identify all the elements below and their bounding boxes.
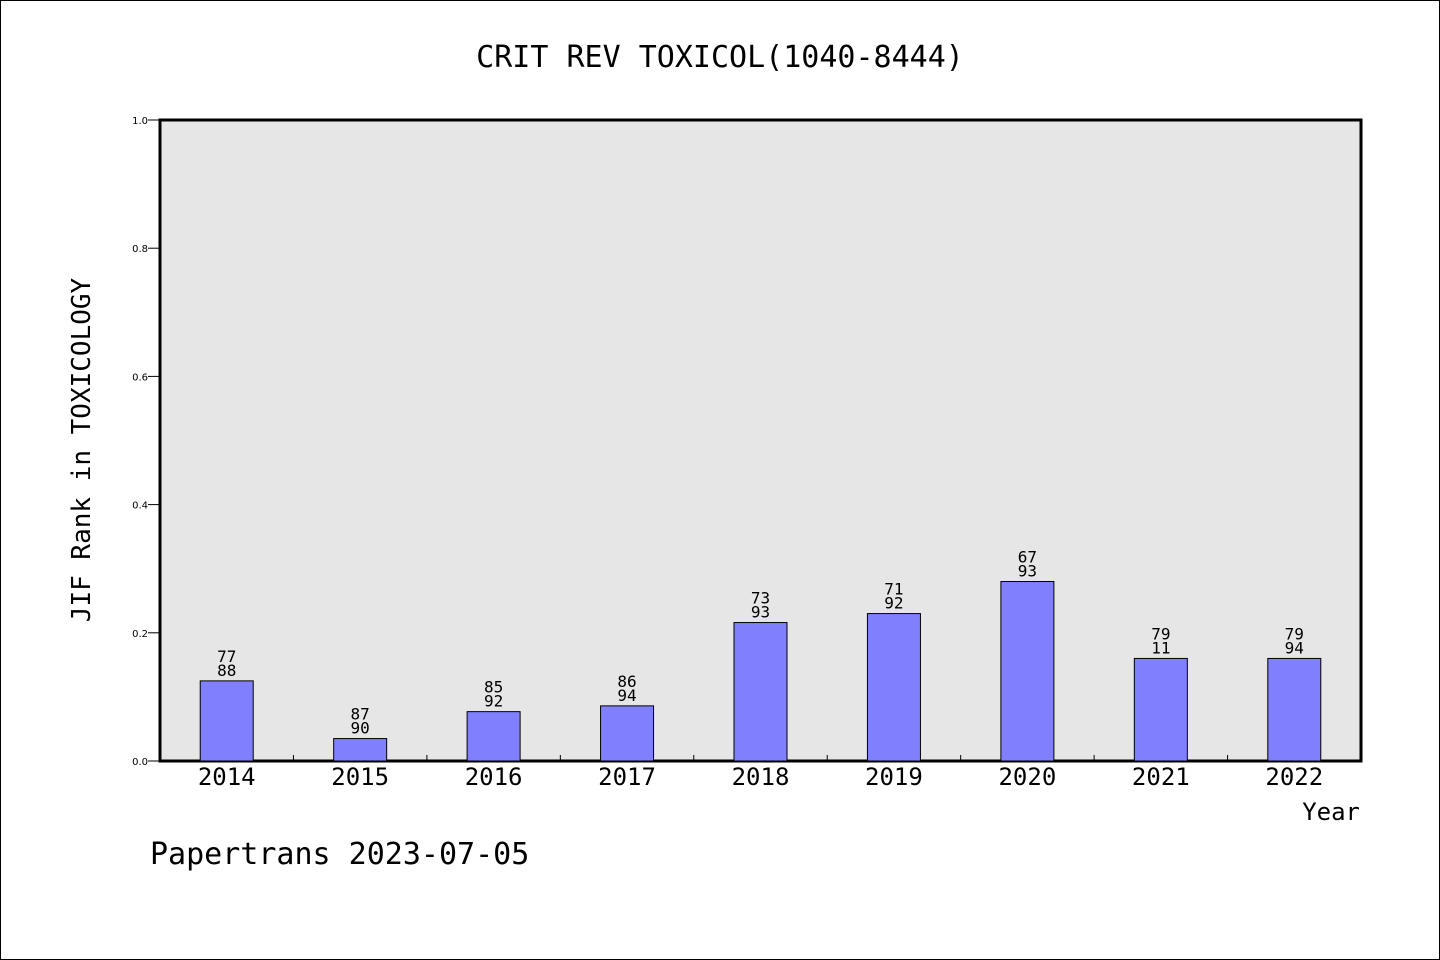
y-tick-label: 0.8	[132, 244, 148, 255]
bar-2020	[1000, 581, 1055, 762]
x-tick-label: 2015	[331, 763, 389, 791]
y-axis-label: JIF Rank in TOXICOLOGY	[67, 277, 97, 622]
data-label-total: 11	[1151, 638, 1170, 657]
x-tick-label: 2022	[1265, 763, 1323, 791]
data-label-rank: 86	[617, 672, 636, 691]
x-tick-label: 2019	[865, 763, 923, 791]
y-tick-label: 0.4	[132, 501, 148, 512]
bar-2018	[733, 622, 788, 762]
x-tick-label: 2021	[1132, 763, 1190, 791]
chart-title: CRIT REV TOXICOL(1040-8444)	[476, 40, 964, 75]
y-tick-label: 0.6	[132, 372, 148, 383]
data-label-total: 88	[217, 661, 236, 680]
data-label-total: 93	[751, 603, 770, 622]
data-label-rank: 73	[751, 589, 770, 608]
data-label-rank: 71	[884, 580, 903, 599]
data-label-total: 92	[484, 692, 503, 711]
data-label-total: 92	[884, 594, 903, 613]
x-tick-label: 2014	[198, 763, 256, 791]
data-label-rank: 79	[1151, 624, 1170, 643]
data-label-rank: 85	[484, 678, 503, 697]
bar-2021	[1133, 657, 1188, 762]
data-label-total: 94	[1285, 638, 1304, 657]
data-label-rank: 67	[1018, 548, 1037, 567]
data-label-total: 93	[1018, 562, 1037, 581]
bar-2014	[199, 680, 254, 762]
x-axis: 2014 2015 2016 2017 2018 2019 2020 2021 2022	[198, 755, 1323, 791]
data-label-total: 90	[351, 719, 370, 738]
bar-2017	[600, 705, 655, 762]
y-tick-label: 1.0	[132, 116, 148, 127]
x-tick-label: 2017	[598, 763, 656, 791]
footer-text: Papertrans 2023-07-05	[150, 837, 529, 872]
data-label-rank: 87	[351, 705, 370, 724]
bar-2022	[1267, 657, 1322, 762]
data-label-rank: 77	[217, 647, 236, 666]
y-tick-label: 0.0	[132, 757, 148, 768]
bar-2015	[333, 738, 388, 762]
bar-2016	[466, 711, 521, 762]
y-tick-label: 0.2	[132, 629, 148, 640]
x-tick-label: 2018	[732, 763, 790, 791]
data-label-total: 94	[617, 686, 636, 705]
bar-2019	[866, 613, 921, 762]
x-tick-label: 2020	[998, 763, 1056, 791]
x-axis-label: Year	[1302, 798, 1360, 826]
x-tick-label: 2016	[465, 763, 523, 791]
y-axis: 0.0 0.2 0.4 0.6 0.8 1.0	[132, 116, 160, 768]
data-label-rank: 79	[1285, 624, 1304, 643]
